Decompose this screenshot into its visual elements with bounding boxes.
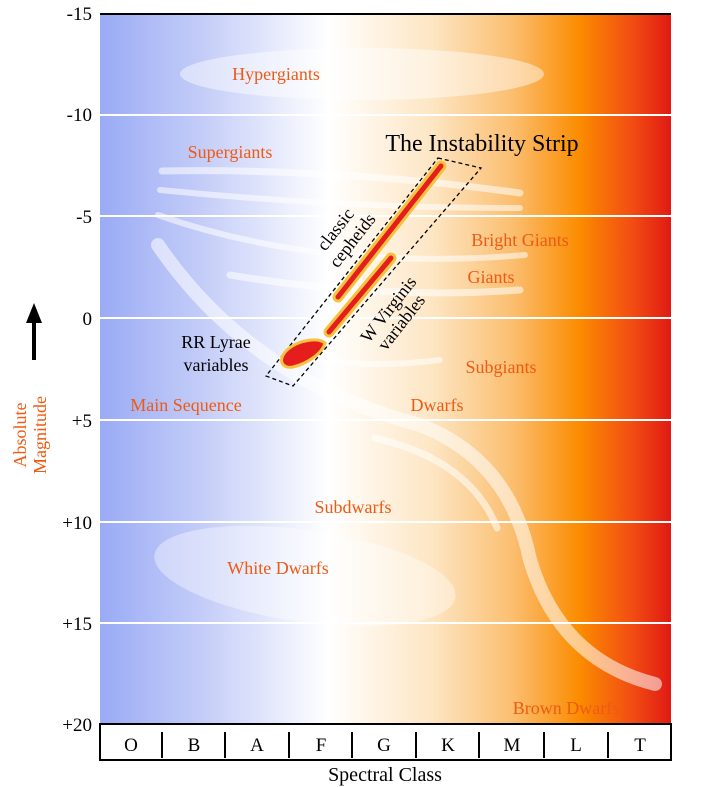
up-arrow-icon (26, 303, 42, 360)
y-axis-title-line1: Absolute (10, 402, 30, 467)
white-dwarfs-region (154, 525, 456, 627)
main-sequence-band (151, 238, 662, 691)
y-tick-label: +10 (62, 513, 92, 534)
x-axis-title: Spectral Class (328, 764, 442, 786)
hypergiants-label: Hypergiants (232, 64, 320, 84)
w-virginis-core (326, 255, 394, 335)
y-tick-label: +20 (62, 715, 92, 736)
y-tick-label: +15 (62, 614, 92, 635)
spectral-class-label: B (188, 735, 201, 756)
spectral-class-label: L (570, 735, 582, 756)
subgiants-label: Subgiants (465, 357, 536, 377)
supergiant-band-1 (158, 167, 524, 197)
spectral-class-labels: O B A F G K M L T (124, 735, 646, 756)
spectral-class-label: A (250, 735, 264, 756)
hypergiants-region (180, 48, 544, 100)
y-tick-label: 0 (83, 309, 93, 330)
main-sequence-label: Main Sequence (130, 395, 241, 415)
variable-stars (280, 160, 447, 369)
dwarfs-band (371, 434, 501, 532)
white-dwarfs-label: White Dwarfs (227, 558, 328, 578)
bright-giant-band (155, 212, 528, 262)
rr-lyrae-blob (280, 338, 327, 369)
spectral-background (100, 13, 671, 724)
spectral-class-label: G (377, 735, 391, 756)
x-axis-box (99, 723, 672, 761)
instability-strip-box (264, 157, 483, 387)
giant-band (226, 271, 524, 297)
instability-strip-title: The Instability Strip (385, 131, 578, 157)
supergiant-band-2 (157, 187, 523, 211)
cepheid-core (335, 163, 444, 300)
x-axis-dividers (161, 732, 609, 758)
y-tick-label: -10 (67, 105, 92, 126)
spectral-class-label: F (316, 735, 327, 756)
y-tick-label: -5 (76, 207, 92, 228)
y-tick-labels: -15 -10 -5 0 +5 +10 +15 +20 (62, 4, 92, 736)
spectral-class-label: M (504, 735, 521, 756)
subdwarfs-label: Subdwarfs (315, 497, 392, 517)
y-tick-label: -15 (67, 4, 92, 25)
spectral-class-label: T (634, 735, 646, 756)
brown-dwarfs-label: Brown Dwarfs (513, 698, 619, 718)
dwarfs-label: Dwarfs (411, 395, 464, 415)
rr-lyrae-label-line1: RR Lyrae (181, 332, 251, 352)
spectral-class-label: O (124, 735, 138, 756)
y-axis-title-line2: Magnitude (30, 396, 50, 474)
y-tick-label: +5 (72, 411, 92, 432)
rr-lyrae-label-line2: variables (184, 355, 249, 375)
bright-giants-label: Bright Giants (471, 230, 569, 250)
supergiants-label: Supergiants (188, 142, 273, 162)
spectral-class-label: K (441, 735, 455, 756)
giants-label: Giants (468, 267, 515, 287)
